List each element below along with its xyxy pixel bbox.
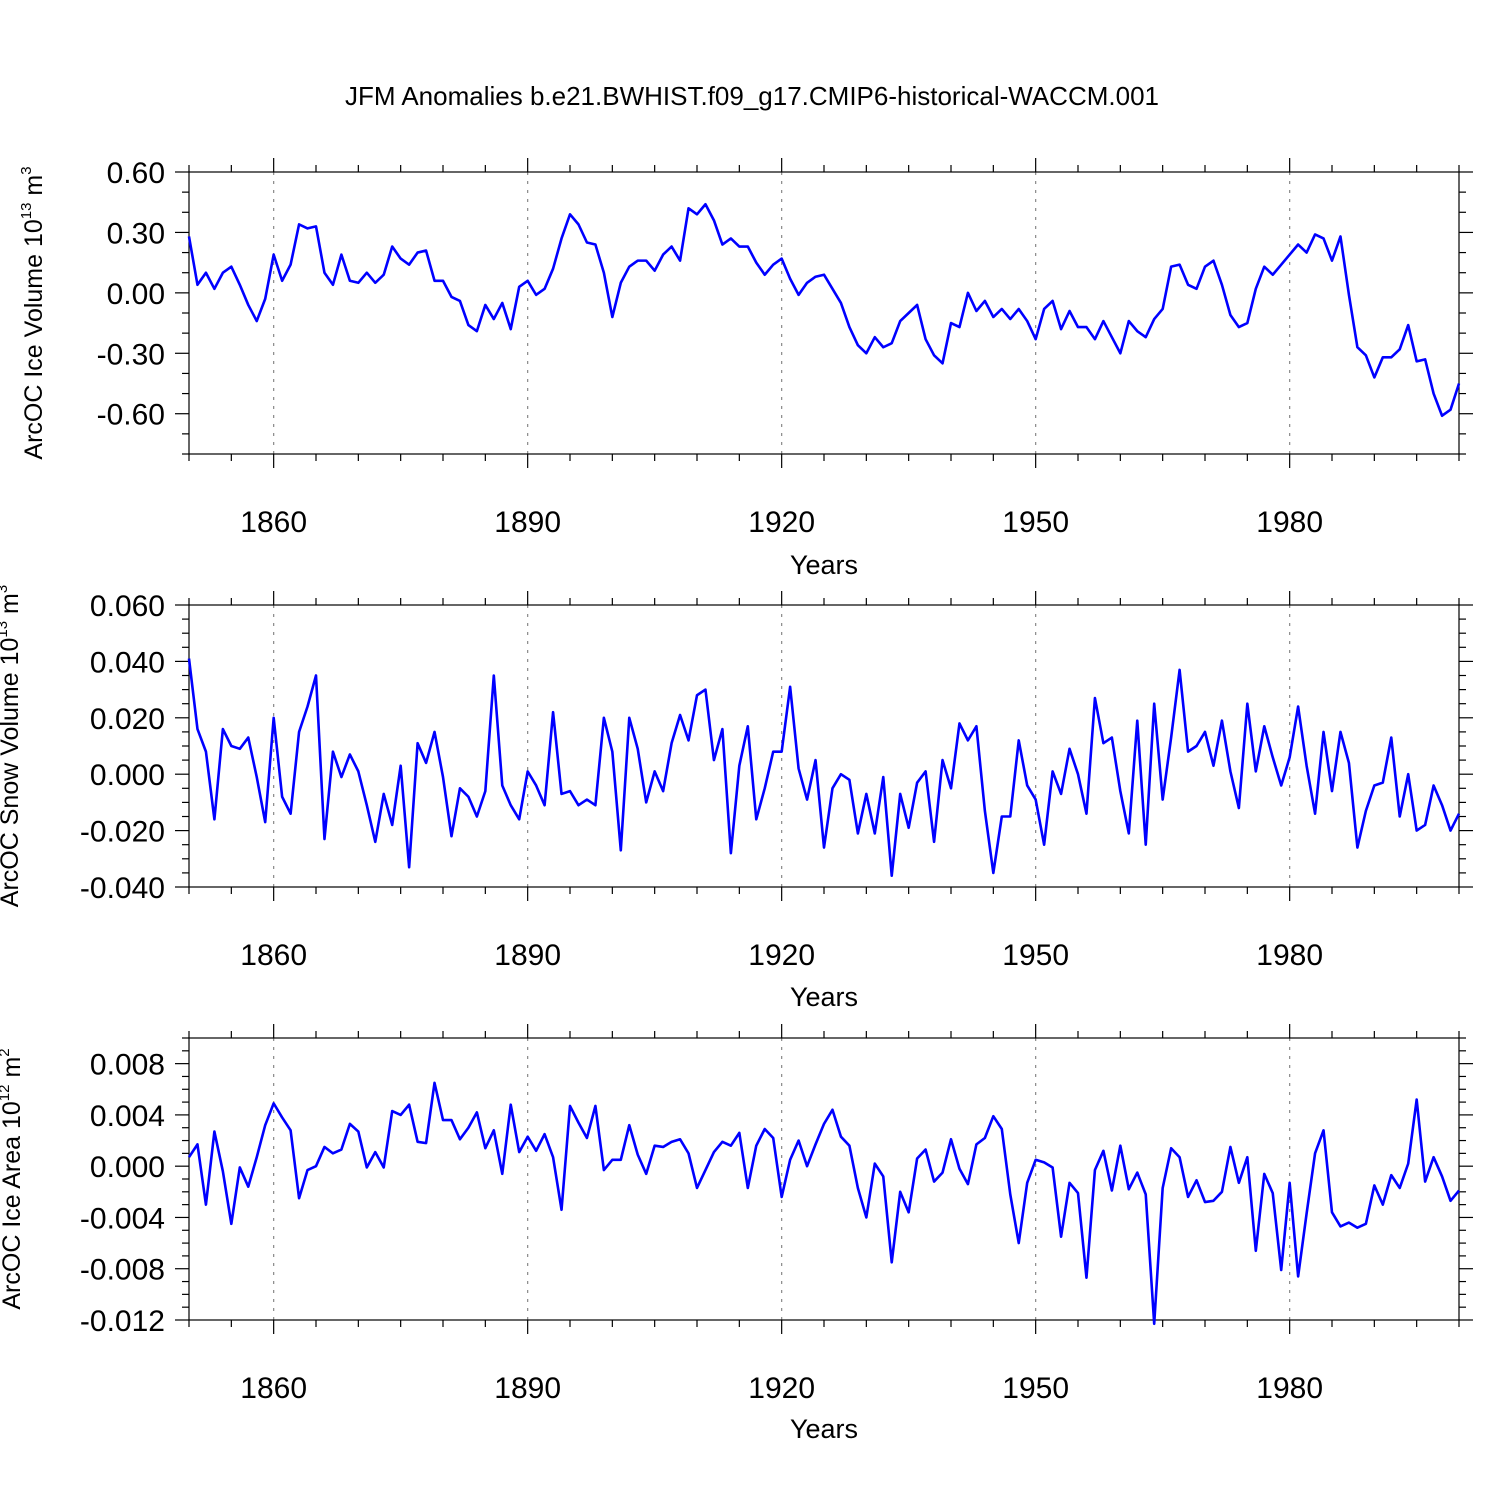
x-tick-label: 1980 <box>1256 939 1323 972</box>
x-tick-label: 1950 <box>1002 939 1069 972</box>
x-tick-label: 1980 <box>1256 1372 1323 1405</box>
plot-frame <box>188 604 1460 888</box>
x-tick-label: 1950 <box>1002 1372 1069 1405</box>
y-axis-label-unit: m <box>0 593 24 614</box>
y-axis-label-unit: m <box>20 175 48 196</box>
snow-volume-series <box>187 658 1461 878</box>
x-axis-label: Years <box>790 1414 858 1444</box>
ice-area-series <box>187 1081 1461 1326</box>
y-tick-label: -0.012 <box>80 1305 165 1338</box>
y-tick-label: -0.30 <box>97 338 165 371</box>
plot-frame <box>188 1037 1460 1321</box>
y-axis-label: ArcOC Ice Area 1012 m2 <box>0 1048 26 1309</box>
y-axis-label-exponent: 13 <box>18 203 35 220</box>
x-tick-label: 1980 <box>1256 506 1323 539</box>
y-tick-label: 0.00 <box>107 278 165 311</box>
x-tick-label: 1920 <box>748 506 815 539</box>
y-tick-label: -0.004 <box>80 1202 165 1235</box>
axis-ticks <box>175 1024 1473 1334</box>
y-tick-label: 0.60 <box>107 157 165 190</box>
grid-lines <box>273 1038 1291 1320</box>
y-tick-label: 0.008 <box>90 1049 165 1082</box>
y-axis-label-exponent: 12 <box>0 1085 13 1102</box>
y-tick-labels: 0.008 0.004 0.000 -0.004 -0.008 -0.012 <box>80 1049 165 1338</box>
y-tick-labels: 0.060 0.040 0.020 0.000 -0.020 -0.040 <box>80 590 165 905</box>
y-axis-label-unit-exponent: 3 <box>0 585 11 593</box>
x-tick-label: 1920 <box>748 1372 815 1405</box>
y-tick-labels: 0.60 0.30 0.00 -0.30 -0.60 <box>97 157 165 432</box>
axis-ticks <box>175 158 1473 468</box>
panel-ice-volume: 0.600.300.00-0.30-0.60 1860 1890 1920 1950 1… <box>18 157 1473 580</box>
y-axis-label-text: ArcOC Ice Volume 10 <box>20 219 48 459</box>
y-tick-label: -0.60 <box>97 399 165 432</box>
y-axis-label: ArcOC Ice Volume 1013 m3 <box>18 166 48 459</box>
y-axis-label: ArcOC Snow Volume 1013 m3 <box>0 585 24 907</box>
y-tick-label: 0.000 <box>90 1151 165 1184</box>
x-tick-labels: 1860 1890 1920 1950 1980 <box>240 506 1323 539</box>
x-tick-label: 1920 <box>748 939 815 972</box>
y-axis-label-text: ArcOC Snow Volume 10 <box>0 638 24 908</box>
ice-volume-series <box>187 202 1461 418</box>
x-tick-label: 1890 <box>494 939 561 972</box>
x-tick-label: 1890 <box>494 506 561 539</box>
y-tick-label: 0.000 <box>90 759 165 792</box>
y-tick-label: -0.040 <box>80 872 165 905</box>
y-tick-label: 0.020 <box>90 703 165 736</box>
y-axis-label-exponent: 13 <box>0 621 11 638</box>
x-axis-label: Years <box>790 982 858 1012</box>
y-axis-label-unit: m <box>0 1057 26 1078</box>
panel-snow-volume: 0.060 0.040 0.020 0.000 -0.020 -0.040 1860 189… <box>0 585 1473 1012</box>
x-tick-label: 1860 <box>240 1372 307 1405</box>
y-tick-label: -0.020 <box>80 816 165 849</box>
x-tick-label: 1860 <box>240 939 307 972</box>
x-tick-label: 1950 <box>1002 506 1069 539</box>
y-axis-label-unit-exponent: 2 <box>0 1048 13 1056</box>
y-tick-label: -0.008 <box>80 1254 165 1287</box>
y-tick-label: 0.30 <box>107 217 165 250</box>
x-tick-label: 1890 <box>494 1372 561 1405</box>
chart-title: JFM Anomalies b.e21.BWHIST.f09_g17.CMIP6… <box>345 81 1159 111</box>
y-tick-label: 0.040 <box>90 646 165 679</box>
x-axis-label: Years <box>790 550 858 580</box>
y-axis-label-text: ArcOC Ice Area 10 <box>0 1101 26 1309</box>
axis-ticks <box>175 591 1473 901</box>
plot-frame <box>188 171 1460 455</box>
y-axis-label-unit-exponent: 3 <box>18 166 35 174</box>
x-tick-label: 1860 <box>240 506 307 539</box>
x-tick-labels: 1860 1890 1920 1950 1980 <box>240 939 1323 972</box>
y-tick-label: 0.004 <box>90 1100 165 1133</box>
grid-lines <box>273 605 1291 887</box>
x-tick-labels: 1860 1890 1920 1950 1980 <box>240 1372 1323 1405</box>
y-tick-label: 0.060 <box>90 590 165 623</box>
grid-lines <box>273 172 1291 454</box>
